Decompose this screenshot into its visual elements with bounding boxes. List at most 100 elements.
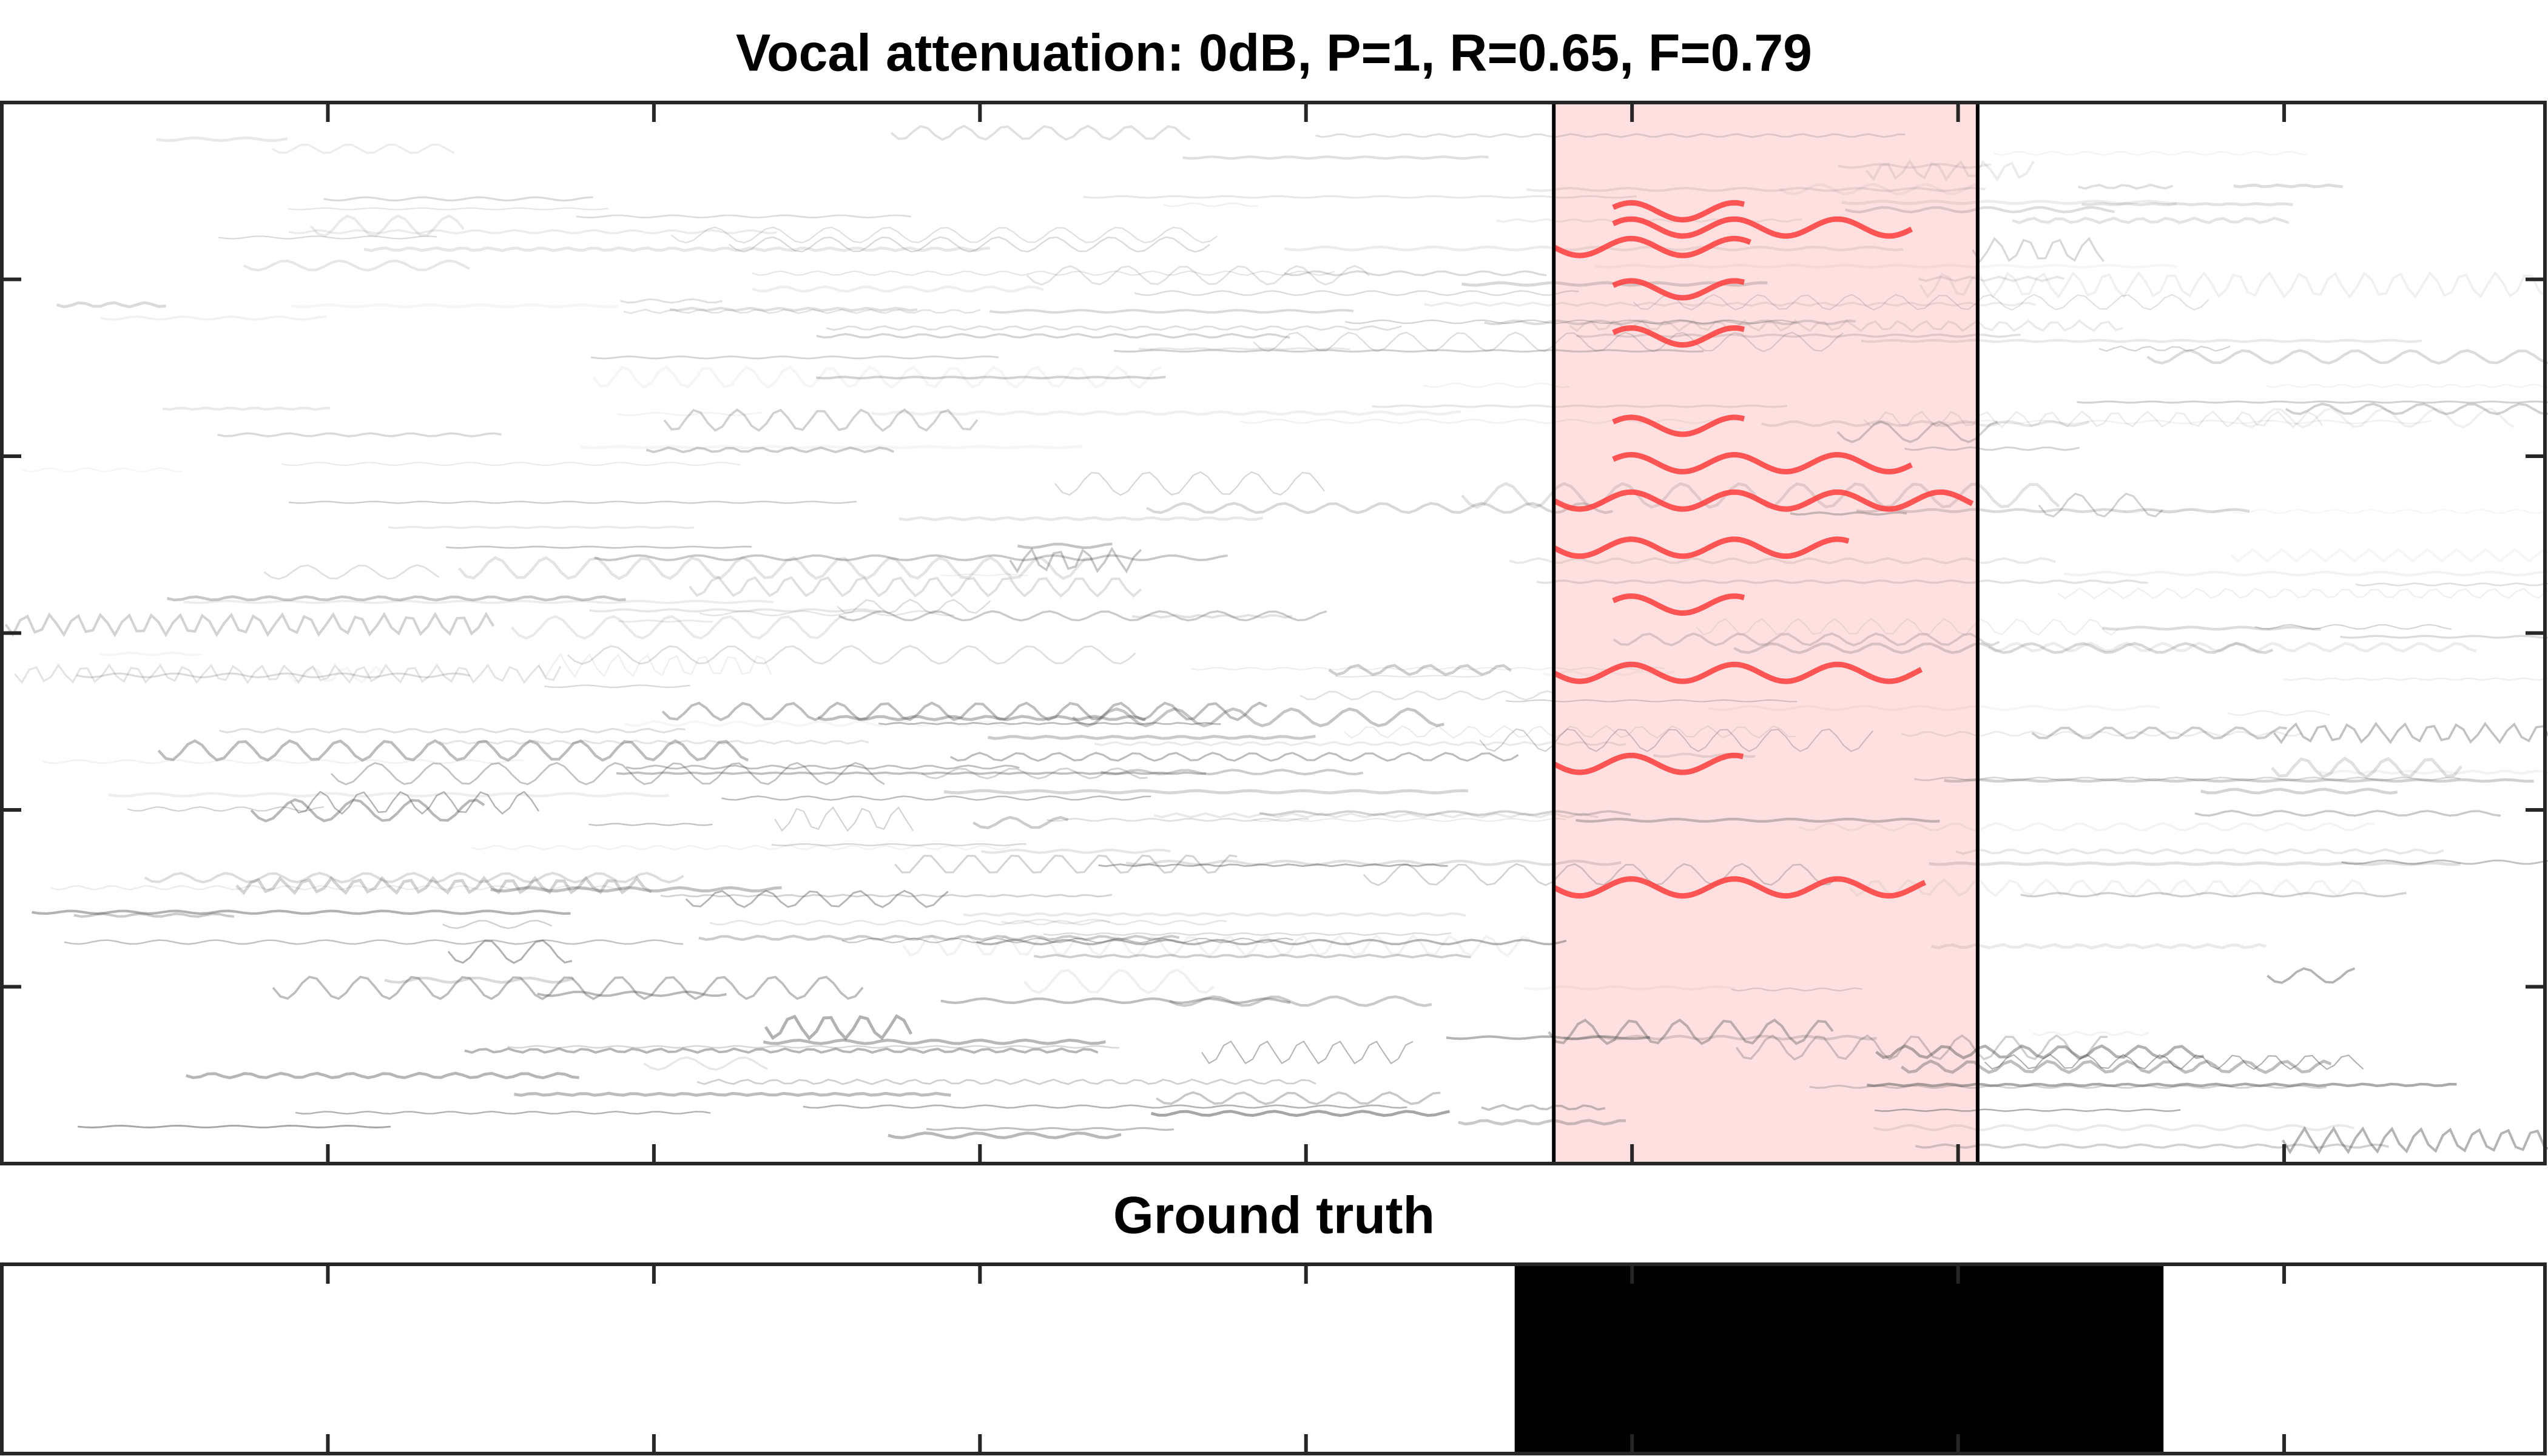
spectral-line	[2194, 809, 2501, 817]
spectral-line	[218, 235, 437, 240]
spectrogram-title: Vocal attenuation: 0dB, P=1, R=0.65, F=0…	[736, 24, 1812, 83]
spectral-line	[73, 912, 235, 918]
spectral-line	[309, 214, 465, 238]
spectral-line	[898, 516, 1264, 521]
spectral-line	[1594, 263, 2177, 269]
spectral-line	[618, 619, 713, 623]
spectral-line	[1134, 290, 1579, 296]
spectral-line	[1633, 294, 2209, 311]
spectral-line	[2064, 570, 2548, 577]
spectral-line	[1867, 1082, 2457, 1088]
spectral-line	[1201, 1040, 1414, 1065]
spectral-line	[696, 1078, 1316, 1085]
spectral-line	[1481, 1104, 1606, 1111]
spectral-line	[288, 500, 857, 504]
spectral-line	[1901, 730, 2302, 737]
spectral-line	[2020, 892, 2407, 898]
spectral-line	[2273, 721, 2548, 744]
spectral-line	[1873, 1124, 2354, 1131]
spectral-line	[290, 790, 539, 815]
spectral-line	[544, 684, 690, 689]
spectral-line	[156, 136, 288, 142]
spectral-line	[1169, 995, 1432, 1007]
spectral-line	[507, 1045, 1119, 1049]
spectral-line	[1900, 1059, 2332, 1074]
spectral-line	[384, 976, 575, 984]
spectral-line	[661, 701, 1267, 721]
vocal-harmonic	[1612, 451, 1913, 475]
spectral-line	[32, 909, 571, 915]
vocal-harmonic	[1552, 752, 1744, 775]
spectral-line	[816, 333, 1290, 339]
spectral-line	[1000, 918, 1111, 925]
spectral-line	[1046, 817, 1309, 822]
spectral-line	[972, 815, 1069, 829]
spectral-line	[663, 408, 979, 432]
spectral-line	[1253, 331, 1844, 352]
spectral-line	[894, 854, 1238, 874]
spectral-line	[1114, 349, 1704, 353]
spectral-line	[626, 764, 1020, 770]
spectral-line	[1284, 245, 1904, 252]
spectral-line	[803, 1104, 1407, 1109]
spectral-line	[446, 545, 752, 549]
spectral-line	[1423, 382, 1569, 388]
spectral-line	[50, 885, 626, 891]
spectral-line	[219, 727, 686, 733]
spectral-line	[891, 124, 1191, 141]
detection-region	[1554, 103, 1978, 1164]
spectral-line	[763, 1039, 1106, 1045]
spectral-line	[752, 285, 1044, 293]
spectral-line	[1154, 812, 1599, 818]
spectral-line	[623, 309, 981, 314]
vocal-harmonic	[1612, 414, 1745, 437]
spectral-line	[2341, 859, 2548, 865]
spectral-line	[771, 843, 1026, 846]
spectral-line	[1299, 690, 1555, 701]
vocal-harmonic	[1612, 593, 1745, 616]
spectral-line	[235, 875, 653, 895]
vocal-harmonic	[1552, 489, 1974, 512]
spectral-line	[4, 612, 495, 638]
vocal-harmonic	[1612, 278, 1745, 301]
spectral-line	[617, 412, 763, 416]
spectral-line	[888, 1131, 1122, 1139]
spectral-line	[490, 886, 782, 893]
spectral-line	[1098, 863, 1448, 868]
spectral-line	[1845, 206, 2115, 214]
spectral-line	[2031, 726, 2287, 740]
spectral-line	[1708, 705, 2160, 712]
spectral-line	[1930, 943, 2267, 949]
spectral-line	[323, 196, 593, 202]
spectral-line	[841, 937, 1293, 944]
spectral-line	[1424, 302, 2037, 307]
spectral-line	[1191, 667, 1665, 671]
spectral-line	[537, 990, 727, 997]
spectral-line	[1509, 557, 2056, 565]
spectral-line	[263, 564, 440, 580]
spectral-line	[616, 771, 1206, 775]
spectral-line	[669, 306, 918, 312]
spectral-line	[2123, 508, 2548, 514]
spectral-line	[1987, 641, 2477, 653]
spectral-line	[2146, 349, 2548, 365]
spectral-line	[1343, 725, 1796, 739]
spectral-line	[1563, 1034, 1877, 1041]
spectral-line	[2319, 769, 2548, 775]
spectral-line	[1009, 547, 1142, 574]
spectral-line	[13, 663, 562, 684]
spectral-line	[1054, 471, 1325, 496]
spectral-line	[1071, 707, 1444, 727]
spectral-line	[99, 652, 202, 656]
spectral-line	[1865, 159, 2035, 182]
spectral-line	[1731, 987, 1863, 992]
spectral-line	[817, 715, 1146, 721]
spectral-line	[643, 1056, 768, 1071]
spectral-line	[2077, 400, 2548, 404]
spectral-line	[1034, 954, 1471, 959]
spectral-line	[2098, 345, 2231, 352]
spectral-line	[1696, 618, 2120, 636]
spectral-line	[816, 376, 1166, 380]
spectral-line	[589, 608, 881, 613]
spectral-line	[1875, 1108, 2181, 1112]
